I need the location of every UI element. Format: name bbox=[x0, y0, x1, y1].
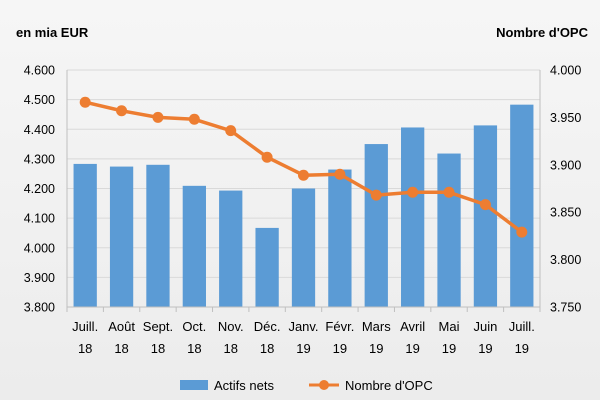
category-label-month: Mai bbox=[439, 319, 460, 334]
left-tick-label: 4.600 bbox=[24, 64, 55, 78]
category-label-year: 19 bbox=[369, 341, 383, 356]
bar bbox=[328, 169, 352, 307]
right-axis-ticks: 3.750 3.800 3.850 3.900 3.950 4.000 bbox=[550, 64, 581, 315]
left-tick-label: 4.300 bbox=[24, 152, 55, 166]
line-point bbox=[370, 189, 382, 201]
bar bbox=[182, 185, 206, 307]
category-label-month: Avril bbox=[400, 319, 425, 334]
left-tick-label: 3.900 bbox=[24, 271, 55, 285]
left-tick-label: 4.200 bbox=[24, 182, 55, 196]
legend-swatch-actifs-nets bbox=[180, 380, 208, 390]
line-point bbox=[298, 169, 309, 181]
left-axis-unit-label: en mia EUR bbox=[16, 25, 89, 40]
category-label-month: Déc. bbox=[254, 319, 281, 334]
right-tick-label: 3.800 bbox=[550, 253, 581, 267]
left-axis-ticks: 3.800 3.900 4.000 4.100 4.200 4.300 4.400 4.500… bbox=[24, 64, 55, 315]
bar bbox=[146, 164, 170, 307]
axes bbox=[66, 70, 541, 312]
category-label-year: 19 bbox=[442, 341, 456, 356]
bar bbox=[219, 190, 243, 307]
line-point bbox=[116, 105, 128, 117]
category-label-year: 19 bbox=[478, 341, 492, 356]
bar-series-actifs-nets bbox=[73, 104, 534, 308]
category-label-year: 19 bbox=[405, 341, 419, 356]
line-series-nombre-opc bbox=[79, 96, 528, 238]
category-label-year: 19 bbox=[333, 341, 347, 356]
right-axis-unit-label: Nombre d'OPC bbox=[496, 25, 589, 40]
bar bbox=[255, 227, 279, 307]
category-label-month: Janv. bbox=[288, 319, 318, 334]
right-tick-label: 3.750 bbox=[550, 301, 581, 315]
bar bbox=[291, 188, 316, 307]
category-label-year: 19 bbox=[296, 341, 310, 356]
line-point bbox=[479, 199, 491, 211]
category-label-month: Févr. bbox=[325, 319, 354, 334]
line-point bbox=[152, 111, 164, 123]
right-tick-label: 4.000 bbox=[550, 64, 581, 78]
category-label-month: Août bbox=[108, 319, 135, 334]
line-point bbox=[188, 113, 200, 125]
category-label-month: Juill. bbox=[509, 319, 535, 334]
legend-label-actifs-nets: Actifs nets bbox=[214, 378, 274, 393]
bar bbox=[473, 125, 498, 308]
category-label-year: 18 bbox=[223, 341, 237, 356]
category-label-month: Juin bbox=[473, 319, 497, 334]
line-point bbox=[407, 186, 419, 198]
category-label-year: 18 bbox=[260, 341, 274, 356]
category-label-month: Nov. bbox=[218, 319, 244, 334]
left-tick-label: 4.100 bbox=[24, 212, 55, 226]
category-label-month: Oct. bbox=[182, 319, 206, 334]
line-point bbox=[516, 226, 528, 238]
right-tick-label: 3.850 bbox=[550, 206, 581, 220]
line-point bbox=[443, 186, 455, 198]
bar bbox=[73, 163, 97, 307]
category-label-month: Mars bbox=[362, 319, 391, 334]
category-label-year: 18 bbox=[114, 341, 128, 356]
bar bbox=[364, 144, 388, 307]
left-tick-label: 4.000 bbox=[24, 241, 55, 255]
legend-label-nombre-opc: Nombre d'OPC bbox=[345, 378, 433, 393]
bar bbox=[109, 166, 134, 307]
line-point bbox=[334, 168, 346, 180]
category-label-month: Juill. bbox=[72, 319, 98, 334]
bar bbox=[401, 127, 425, 307]
line-point bbox=[261, 151, 273, 163]
right-tick-label: 3.950 bbox=[550, 111, 581, 125]
category-label-year: 18 bbox=[151, 341, 165, 356]
left-tick-label: 4.500 bbox=[24, 93, 55, 107]
bar bbox=[510, 104, 534, 307]
right-tick-label: 3.900 bbox=[550, 158, 581, 172]
category-label-year: 19 bbox=[515, 341, 529, 356]
line-point bbox=[79, 96, 91, 108]
bar bbox=[437, 153, 461, 307]
left-tick-label: 4.400 bbox=[24, 123, 55, 137]
line-point bbox=[225, 125, 237, 137]
category-label-year: 18 bbox=[78, 341, 92, 356]
category-label-year: 18 bbox=[187, 341, 201, 356]
left-tick-label: 3.800 bbox=[24, 301, 55, 315]
legend: Actifs nets Nombre d'OPC bbox=[180, 378, 433, 393]
x-axis-categories: Juill. 18 Août 18 Sept. 18 Oct. 18 Nov. 18 Déc. 18 J… bbox=[72, 319, 535, 356]
legend-marker-nombre-opc bbox=[319, 380, 329, 390]
category-label-month: Sept. bbox=[143, 319, 173, 334]
